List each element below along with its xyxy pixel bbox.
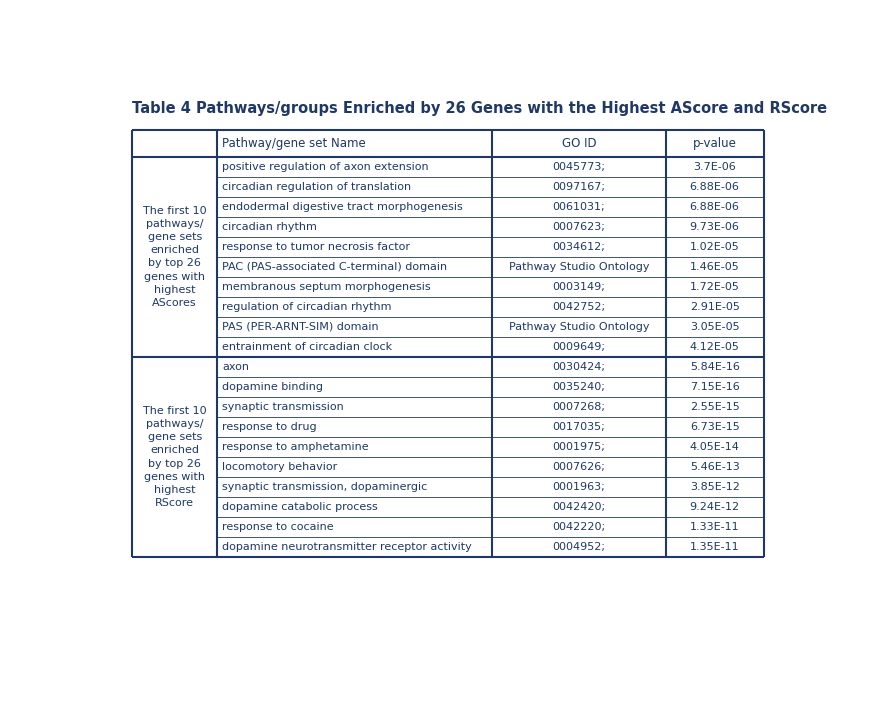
Text: GO ID: GO ID xyxy=(561,137,595,150)
Text: 1.33E-11: 1.33E-11 xyxy=(689,522,739,532)
Text: axon: axon xyxy=(222,362,249,372)
Text: entrainment of circadian clock: entrainment of circadian clock xyxy=(222,342,392,352)
Text: The first 10
pathways/
gene sets
enriched
by top 26
genes with
highest
AScores: The first 10 pathways/ gene sets enriche… xyxy=(143,205,206,308)
Text: 7.15E-16: 7.15E-16 xyxy=(689,382,739,392)
Text: Pathway/gene set Name: Pathway/gene set Name xyxy=(222,137,365,150)
Text: p-value: p-value xyxy=(692,137,736,150)
Text: 6.88E-06: 6.88E-06 xyxy=(689,182,739,191)
Text: synaptic transmission, dopaminergic: synaptic transmission, dopaminergic xyxy=(222,482,427,492)
Text: 2.91E-05: 2.91E-05 xyxy=(689,302,739,312)
Text: 1.02E-05: 1.02E-05 xyxy=(689,242,739,252)
Text: 0007268;: 0007268; xyxy=(552,402,605,412)
Text: 3.05E-05: 3.05E-05 xyxy=(689,322,739,332)
Text: response to drug: response to drug xyxy=(222,422,316,432)
Text: PAC (PAS-associated C-terminal) domain: PAC (PAS-associated C-terminal) domain xyxy=(222,262,447,272)
Text: synaptic transmission: synaptic transmission xyxy=(222,402,343,412)
Text: response to tumor necrosis factor: response to tumor necrosis factor xyxy=(222,242,409,252)
Text: 0061031;: 0061031; xyxy=(552,202,605,212)
Text: 0042752;: 0042752; xyxy=(552,302,605,312)
Text: locomotory behavior: locomotory behavior xyxy=(222,462,337,472)
Text: 6.88E-06: 6.88E-06 xyxy=(689,202,739,212)
Text: regulation of circadian rhythm: regulation of circadian rhythm xyxy=(222,302,391,312)
Text: 0001963;: 0001963; xyxy=(552,482,605,492)
Text: 1.35E-11: 1.35E-11 xyxy=(689,542,739,552)
Text: 3.85E-12: 3.85E-12 xyxy=(689,482,739,492)
Text: 6.73E-15: 6.73E-15 xyxy=(689,422,739,432)
Text: 0007623;: 0007623; xyxy=(552,222,605,232)
Text: response to cocaine: response to cocaine xyxy=(222,522,333,532)
Text: positive regulation of axon extension: positive regulation of axon extension xyxy=(222,162,428,172)
Text: circadian rhythm: circadian rhythm xyxy=(222,222,316,232)
Text: 2.55E-15: 2.55E-15 xyxy=(689,402,739,412)
Text: 3.7E-06: 3.7E-06 xyxy=(693,162,735,172)
Text: dopamine neurotransmitter receptor activity: dopamine neurotransmitter receptor activ… xyxy=(222,542,471,552)
Text: Table 4 Pathways/groups Enriched by 26 Genes with the Highest AScore and RScore: Table 4 Pathways/groups Enriched by 26 G… xyxy=(132,101,826,116)
Text: 0034612;: 0034612; xyxy=(552,242,605,252)
Text: 0007626;: 0007626; xyxy=(552,462,605,472)
Text: 0045773;: 0045773; xyxy=(552,162,605,172)
Text: 0001975;: 0001975; xyxy=(552,442,605,452)
Text: PAS (PER-ARNT-SIM) domain: PAS (PER-ARNT-SIM) domain xyxy=(222,322,378,332)
Text: 0009649;: 0009649; xyxy=(552,342,605,352)
Text: 5.46E-13: 5.46E-13 xyxy=(689,462,739,472)
Text: 9.24E-12: 9.24E-12 xyxy=(689,502,739,512)
Text: 1.72E-05: 1.72E-05 xyxy=(689,282,739,292)
Text: dopamine catabolic process: dopamine catabolic process xyxy=(222,502,377,512)
Text: 0017035;: 0017035; xyxy=(552,422,605,432)
Text: response to amphetamine: response to amphetamine xyxy=(222,442,368,452)
Text: endodermal digestive tract morphogenesis: endodermal digestive tract morphogenesis xyxy=(222,202,462,212)
Text: The first 10
pathways/
gene sets
enriched
by top 26
genes with
highest
RScore: The first 10 pathways/ gene sets enriche… xyxy=(143,405,206,508)
Text: 0004952;: 0004952; xyxy=(552,542,605,552)
Text: 0097167;: 0097167; xyxy=(552,182,605,191)
Text: membranous septum morphogenesis: membranous septum morphogenesis xyxy=(222,282,430,292)
Text: 0003149;: 0003149; xyxy=(552,282,605,292)
Text: 4.12E-05: 4.12E-05 xyxy=(689,342,739,352)
Text: 1.46E-05: 1.46E-05 xyxy=(689,262,739,272)
Text: circadian regulation of translation: circadian regulation of translation xyxy=(222,182,410,191)
Text: 0030424;: 0030424; xyxy=(552,362,605,372)
Text: Pathway Studio Ontology: Pathway Studio Ontology xyxy=(508,262,648,272)
Text: 9.73E-06: 9.73E-06 xyxy=(689,222,739,232)
Text: 5.84E-16: 5.84E-16 xyxy=(689,362,739,372)
Text: 0042220;: 0042220; xyxy=(552,522,605,532)
Text: 0042420;: 0042420; xyxy=(552,502,605,512)
Text: Pathway Studio Ontology: Pathway Studio Ontology xyxy=(508,322,648,332)
Text: dopamine binding: dopamine binding xyxy=(222,382,322,392)
Text: 4.05E-14: 4.05E-14 xyxy=(689,442,739,452)
Text: 0035240;: 0035240; xyxy=(552,382,605,392)
